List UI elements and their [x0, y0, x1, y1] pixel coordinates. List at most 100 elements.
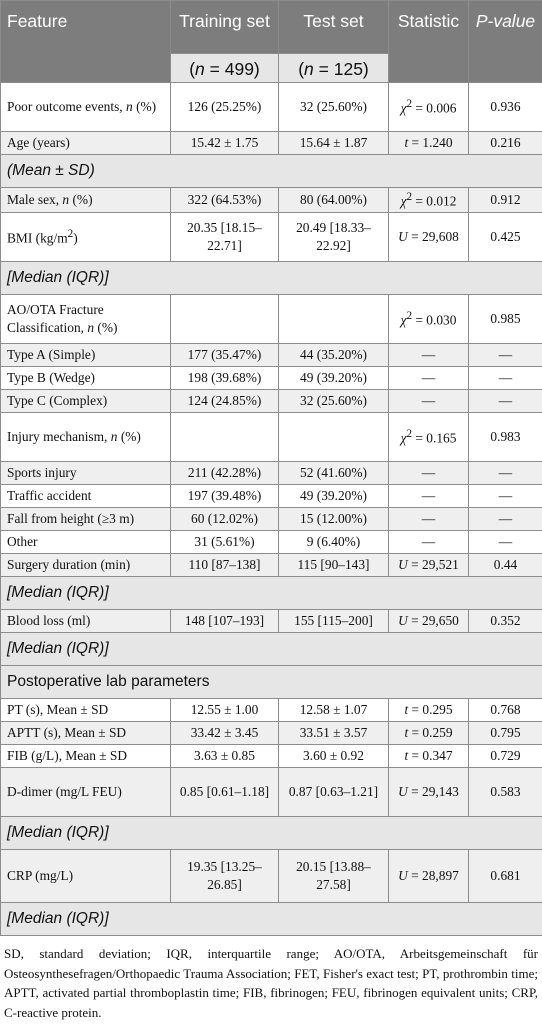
subheader-label: [Median (IQR)]	[0, 816, 542, 851]
cell-statistic: U = 28,897	[388, 849, 469, 904]
subheader-row: [Median (IQR)]	[0, 261, 542, 296]
cell-feature: Male sex, n (%)	[0, 186, 171, 214]
cell-p-value: 0.768	[468, 698, 542, 723]
cell-feature: Traffic accident	[0, 484, 171, 509]
cell-p-value: 0.425	[468, 212, 542, 263]
cell-training: 20.35 [18.15–22.71]	[170, 212, 279, 263]
cell-p-value: —	[468, 389, 542, 414]
subheader-row: [Median (IQR)]	[0, 816, 542, 851]
header-p-value: P-value	[468, 0, 542, 83]
table-row: Type A (Simple) 177 (35.47%) 44 (35.20%) — —	[0, 343, 542, 368]
subheader-label: [Median (IQR)]	[0, 261, 542, 296]
table-row: CRP (mg/L) 19.35 [13.25–26.85] 20.15 [13.8…	[0, 849, 542, 904]
cell-feature: Fall from height (≥3 m)	[0, 507, 171, 532]
cell-feature: APTT (s), Mean ± SD	[0, 721, 171, 746]
cell-p-value: 0.985	[468, 294, 542, 345]
table-row: Surgery duration (min) 110 [87–138] 115 [9…	[0, 553, 542, 578]
cell-feature: Blood loss (ml)	[0, 609, 171, 634]
cell-training: 197 (39.48%)	[170, 484, 279, 509]
cell-feature: BMI (kg/m2)	[0, 212, 171, 263]
cell-test: 15 (12.00%)	[278, 507, 389, 532]
table-row: APTT (s), Mean ± SD 33.42 ± 3.45 33.51 ± 3…	[0, 721, 542, 746]
cell-test: 115 [90–143]	[278, 553, 389, 578]
table-row: Traffic accident 197 (39.48%) 49 (39.20%) —…	[0, 484, 542, 509]
cell-training: 33.42 ± 3.45	[170, 721, 279, 746]
cell-p-value: —	[468, 461, 542, 486]
table-row: Poor outcome events, n (%) 126 (25.25%) 32…	[0, 82, 542, 132]
cell-test: 9 (6.40%)	[278, 530, 389, 555]
cell-test: 49 (39.20%)	[278, 366, 389, 391]
header-statistic: Statistic	[388, 0, 469, 83]
table-row: Fall from height (≥3 m) 60 (12.02%) 15 (12…	[0, 507, 542, 532]
cell-training: 177 (35.47%)	[170, 343, 279, 368]
table-row: Age (years) 15.42 ± 1.75 15.64 ± 1.87 t = 1…	[0, 131, 542, 155]
cell-statistic: —	[388, 461, 469, 486]
cell-test: 20.15 [13.88–27.58]	[278, 849, 389, 904]
cell-test: 44 (35.20%)	[278, 343, 389, 368]
subheader-row: [Median (IQR)]	[0, 576, 542, 611]
cell-training: 148 [107–193]	[170, 609, 279, 634]
cell-test: 3.60 ± 0.92	[278, 744, 389, 769]
table-row: Type C (Complex) 124 (24.85%) 32 (25.60%) —…	[0, 389, 542, 414]
subheader-row: [Median (IQR)]	[0, 632, 542, 667]
cell-p-value: 0.795	[468, 721, 542, 746]
cell-training: 126 (25.25%)	[170, 82, 279, 132]
table-row: Blood loss (ml) 148 [107–193] 155 [115–200…	[0, 609, 542, 634]
cell-feature: Sports injury	[0, 461, 171, 486]
cell-statistic: —	[388, 389, 469, 414]
cell-feature: FIB (g/L), Mean ± SD	[0, 744, 171, 769]
cell-test: 52 (41.60%)	[278, 461, 389, 486]
subheader-label: (Mean ± SD)	[0, 154, 542, 188]
table-row: Type B (Wedge) 198 (39.68%) 49 (39.20%) — —	[0, 366, 542, 391]
baseline-table: Feature Training set Test set Statistic …	[0, 0, 542, 937]
cell-statistic: χ2 = 0.030	[388, 294, 469, 345]
cell-p-value: 0.583	[468, 767, 542, 818]
cell-p-value: 0.912	[468, 186, 542, 214]
table-row: Injury mechanism, n (%) χ2 = 0.165 0.983	[0, 412, 542, 463]
cell-statistic: —	[388, 366, 469, 391]
cell-training	[170, 294, 279, 345]
cell-statistic: U = 29,608	[388, 212, 469, 263]
cell-p-value: —	[468, 507, 542, 532]
subheader-row: (Mean ± SD)	[0, 154, 542, 188]
cell-test: 32 (25.60%)	[278, 82, 389, 132]
cell-statistic: t = 1.240	[388, 131, 469, 155]
header-training-set: Training set	[170, 0, 279, 54]
cell-test: 20.49 [18.33–22.92]	[278, 212, 389, 263]
table-row: Other 31 (5.61%) 9 (6.40%) — —	[0, 530, 542, 555]
section-label: Postoperative lab parameters	[0, 665, 542, 700]
cell-statistic: U = 29,143	[388, 767, 469, 818]
cell-test: 155 [115–200]	[278, 609, 389, 634]
cell-feature: Age (years)	[0, 131, 171, 155]
table-footnote: SD, standard deviation; IQR, interquarti…	[4, 946, 538, 1020]
cell-test: 15.64 ± 1.87	[278, 131, 389, 155]
cell-feature: AO/OTA Fracture Classification, n (%)	[0, 294, 171, 345]
cell-feature: Type A (Simple)	[0, 343, 171, 368]
cell-training: 12.55 ± 1.00	[170, 698, 279, 723]
cell-feature: D-dimer (mg/L FEU)	[0, 767, 171, 818]
subheader-label: [Median (IQR)]	[0, 632, 542, 667]
cell-training: 211 (42.28%)	[170, 461, 279, 486]
cell-p-value: 0.216	[468, 131, 542, 155]
table-row: FIB (g/L), Mean ± SD 3.63 ± 0.85 3.60 ± 0.…	[0, 744, 542, 769]
cell-feature: Injury mechanism, n (%)	[0, 412, 171, 463]
cell-training: 124 (24.85%)	[170, 389, 279, 414]
cell-p-value: 0.936	[468, 82, 542, 132]
cell-statistic: —	[388, 484, 469, 509]
header-test-n: (n = 125)	[278, 53, 389, 83]
table-row: D-dimer (mg/L FEU) 0.85 [0.61–1.18] 0.87 […	[0, 767, 542, 818]
cell-statistic: χ2 = 0.012	[388, 186, 469, 214]
header-test-set: Test set	[278, 0, 389, 54]
section-row: Postoperative lab parameters	[0, 665, 542, 700]
cell-test: 0.87 [0.63–1.21]	[278, 767, 389, 818]
cell-p-value: 0.352	[468, 609, 542, 634]
cell-feature: Poor outcome events, n (%)	[0, 82, 171, 132]
subheader-row: [Median (IQR)]	[0, 902, 542, 937]
cell-statistic: χ2 = 0.006	[388, 82, 469, 132]
cell-test: 32 (25.60%)	[278, 389, 389, 414]
cell-test: 12.58 ± 1.07	[278, 698, 389, 723]
cell-p-value: —	[468, 343, 542, 368]
cell-test	[278, 294, 389, 345]
table-row: Sports injury 211 (42.28%) 52 (41.60%) — —	[0, 461, 542, 486]
cell-p-value: 0.44	[468, 553, 542, 578]
